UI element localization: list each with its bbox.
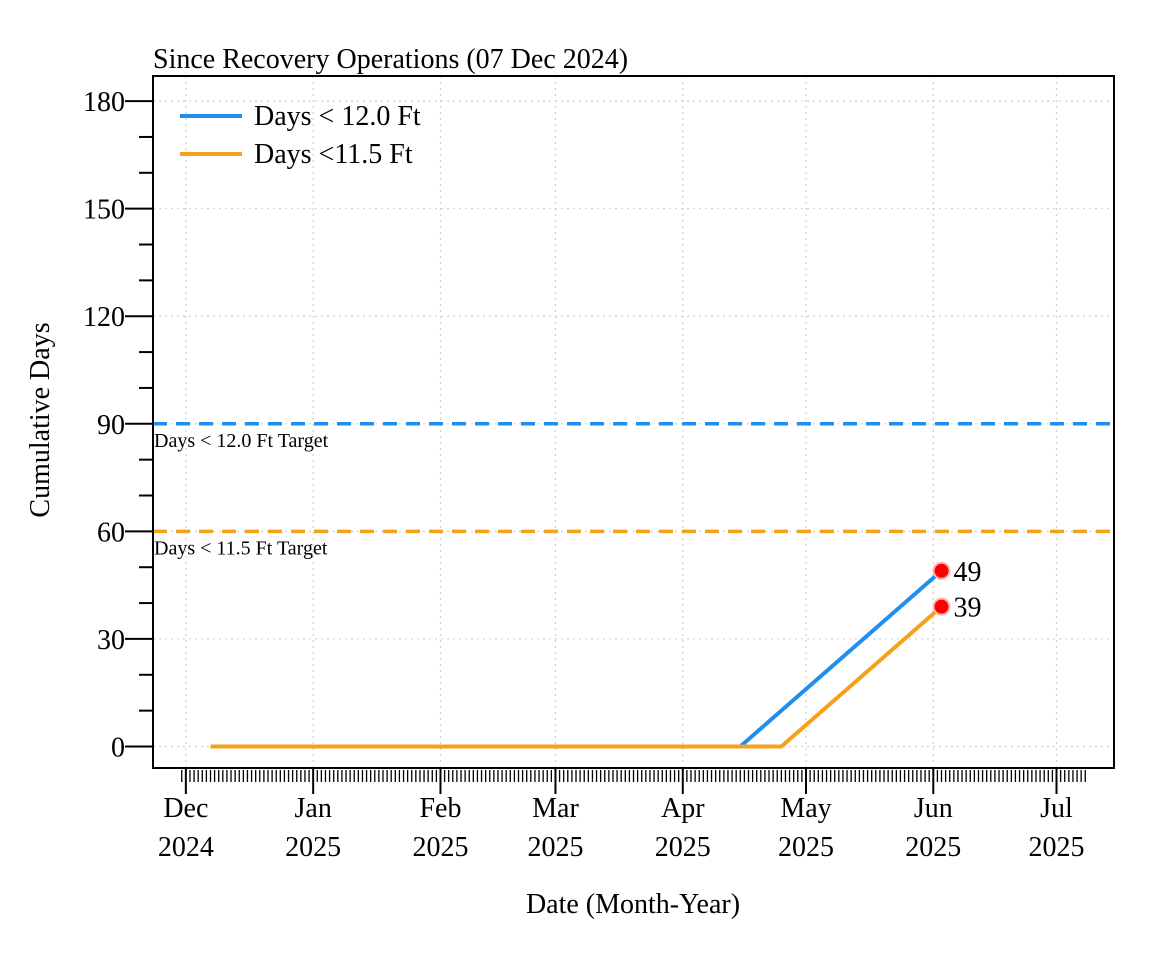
endpoint-label-1: 49 [954, 557, 982, 588]
x-tick-label-month: Jun [914, 793, 953, 824]
x-tick-label-month: Dec [163, 793, 208, 824]
endpoint-marker-1 [932, 561, 951, 580]
x-tick-label-year: 2025 [655, 832, 711, 863]
target-lines: Days < 12.0 Ft Target Days < 11.5 Ft Targ… [153, 422, 1114, 559]
legend-label-series-2: Days <11.5 Ft [254, 139, 413, 170]
y-tick-label: 150 [83, 195, 125, 226]
x-tick-label-year: 2024 [158, 832, 214, 863]
x-tick-label-year: 2025 [412, 832, 468, 863]
x-tick-label-year: 2025 [1029, 832, 1085, 863]
x-tick-label-year: 2025 [905, 832, 961, 863]
endpoint-marker-2 [932, 597, 951, 616]
y-axis: 0 30 60 90 120 150 180 [83, 87, 153, 763]
x-tick-label-month: Jul [1040, 793, 1073, 824]
series-layer [210, 569, 943, 749]
y-tick-label: 30 [97, 625, 125, 656]
y-axis-title: Cumulative Days [25, 322, 56, 517]
x-tick-label-month: Feb [419, 793, 461, 824]
x-axis-title: Date (Month-Year) [526, 889, 740, 920]
y-tick-label: 180 [83, 87, 125, 118]
x-tick-label-month: Jan [295, 793, 332, 824]
x-tick-label-month: Mar [532, 793, 579, 824]
x-tick-label-year: 2025 [778, 832, 834, 863]
x-tick-label-year: 2025 [285, 832, 341, 863]
grid-layer [153, 76, 1114, 768]
series-line-2 [210, 605, 943, 749]
y-tick-label: 60 [97, 517, 125, 548]
target-label-1: Days < 12.0 Ft Target [154, 430, 329, 452]
target-label-2: Days < 11.5 Ft Target [154, 537, 328, 559]
y-tick-label: 90 [97, 410, 125, 441]
plot-frame [152, 75, 1115, 769]
x-tick-label-year: 2025 [527, 832, 583, 863]
x-axis: Dec 2024 Jan 2025 Feb 2025 Mar 2025 Apr 2025 May 20… [158, 768, 1086, 863]
x-tick-label-month: Apr [661, 793, 705, 824]
series-line-1 [210, 569, 943, 749]
legend-label-series-1: Days < 12.0 Ft [254, 101, 421, 132]
legend: Days < 12.0 Ft Days <11.5 Ft [180, 101, 421, 170]
x-tick-label-month: May [780, 793, 831, 824]
y-tick-label: 0 [111, 732, 125, 763]
y-tick-label: 120 [83, 302, 125, 333]
chart-title: Since Recovery Operations (07 Dec 2024) [153, 44, 628, 75]
endpoint-label-2: 39 [954, 593, 982, 624]
